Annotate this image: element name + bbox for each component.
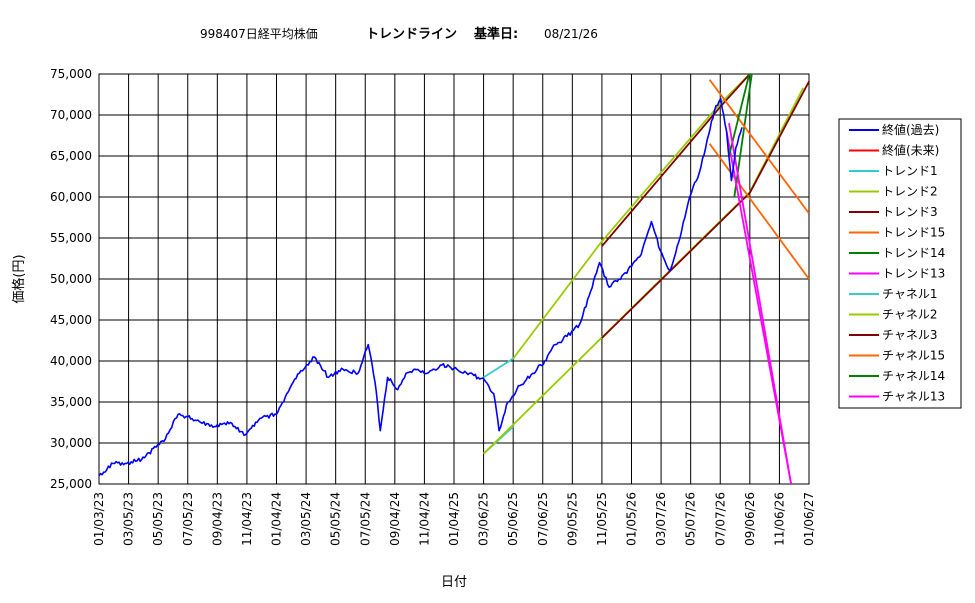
- x-tick-label: 07/07/26: [713, 492, 727, 546]
- legend-label: チャネル13: [882, 390, 945, 404]
- series-layer: [99, 74, 809, 484]
- y-tick-label: 25,000: [50, 477, 92, 491]
- x-tick-label: 01/03/23: [92, 492, 106, 546]
- x-tick-label: 05/07/26: [684, 492, 698, 546]
- x-tick-label: 07/05/24: [358, 492, 372, 546]
- y-tick-label: 60,000: [50, 190, 92, 204]
- legend-label: トレンド14: [882, 246, 945, 260]
- x-tick-label: 11/05/25: [595, 492, 609, 546]
- series-line-チャネル2: [512, 74, 751, 360]
- legend-label: チャネル15: [882, 349, 945, 363]
- legend-box: [838, 118, 962, 409]
- chart-title-name: トレンドライン: [366, 27, 457, 42]
- series-line-チャネル1: [483, 357, 514, 379]
- legend-label: チャネル1: [882, 287, 938, 301]
- x-tick-label: 05/05/24: [329, 492, 343, 546]
- y-tick-labels: 25,000 30,000 35,000 40,000 45,000 50,000 55,0…: [50, 67, 92, 491]
- chart-title-base-label: 基準日:: [473, 26, 518, 42]
- grid-lines: [98, 73, 810, 485]
- x-tick-label: 03/05/24: [299, 492, 313, 546]
- x-tick-label: 09/04/24: [388, 492, 402, 546]
- legend-label: チャネル14: [882, 369, 945, 383]
- x-tick-label: 11/04/24: [417, 492, 431, 546]
- legend-label: トレンド15: [882, 226, 945, 240]
- y-tick-label: 65,000: [50, 149, 92, 163]
- y-tick-label: 70,000: [50, 108, 92, 122]
- series-line-チャネル3: [601, 74, 751, 247]
- series-line-トレンド15: [708, 143, 809, 280]
- x-tick-label: 03/06/25: [477, 492, 491, 546]
- chart-title-base-date: 08/21/26: [544, 27, 598, 41]
- y-tick-label: 50,000: [50, 272, 92, 286]
- series-line-トレンド14: [733, 74, 753, 198]
- y-tick-label: 75,000: [50, 67, 92, 81]
- x-tick-label: 09/04/23: [210, 492, 224, 546]
- series-line-トレンド3: [601, 80, 809, 339]
- legend-label: トレンド1: [882, 164, 938, 178]
- x-tick-labels: 01/03/23 03/05/23 05/05/23 07/05/23 09/04/23…: [92, 492, 816, 546]
- legend-label: チャネル3: [882, 328, 938, 342]
- y-axis-label: 価格(円): [11, 254, 27, 303]
- y-tick-label: 55,000: [50, 231, 92, 245]
- x-tick-label: 07/05/23: [181, 492, 195, 546]
- series-line-チャネル13: [728, 123, 792, 484]
- x-tick-label: 01/06/27: [802, 492, 816, 546]
- y-tick-label: 35,000: [50, 395, 92, 409]
- x-tick-label: 01/05/26: [625, 492, 639, 546]
- x-tick-label: 07/06/25: [536, 492, 550, 546]
- x-tick-label: 05/05/23: [151, 492, 165, 546]
- legend-label: トレンド3: [882, 205, 938, 219]
- chart-title-code: 998407日経平均株価: [200, 26, 318, 41]
- x-tick-label: 09/05/25: [565, 492, 579, 546]
- legend-label: トレンド2: [882, 185, 938, 199]
- x-tick-label: 01/04/25: [447, 492, 461, 546]
- legend-label: 終値(過去): [882, 122, 939, 137]
- x-tick-label: 11/04/23: [240, 492, 254, 546]
- x-tick-label: 03/07/26: [654, 492, 668, 546]
- y-tick-label: 40,000: [50, 354, 92, 368]
- legend-label: トレンド13: [882, 267, 945, 281]
- y-tick-label: 45,000: [50, 313, 92, 327]
- x-tick-label: 05/06/25: [506, 492, 520, 546]
- x-tick-label: 11/06/26: [772, 492, 786, 546]
- legend-label: 終値(未来): [882, 143, 939, 158]
- x-tick-label: 03/05/23: [122, 492, 136, 546]
- series-line-終値(過去): [99, 97, 743, 477]
- legend-label: チャネル2: [882, 308, 938, 322]
- y-tick-label: 30,000: [50, 436, 92, 450]
- x-tick-label: 01/04/24: [270, 492, 284, 546]
- x-axis-label: 日付: [441, 575, 467, 590]
- x-tick-label: 09/06/26: [743, 492, 757, 546]
- series-line-チャネル15: [708, 79, 809, 214]
- legend: 終値(過去) 終値(未来) トレンド1 トレンド2 トレンド3 トレンド15 トレンド14 ト…: [838, 118, 962, 409]
